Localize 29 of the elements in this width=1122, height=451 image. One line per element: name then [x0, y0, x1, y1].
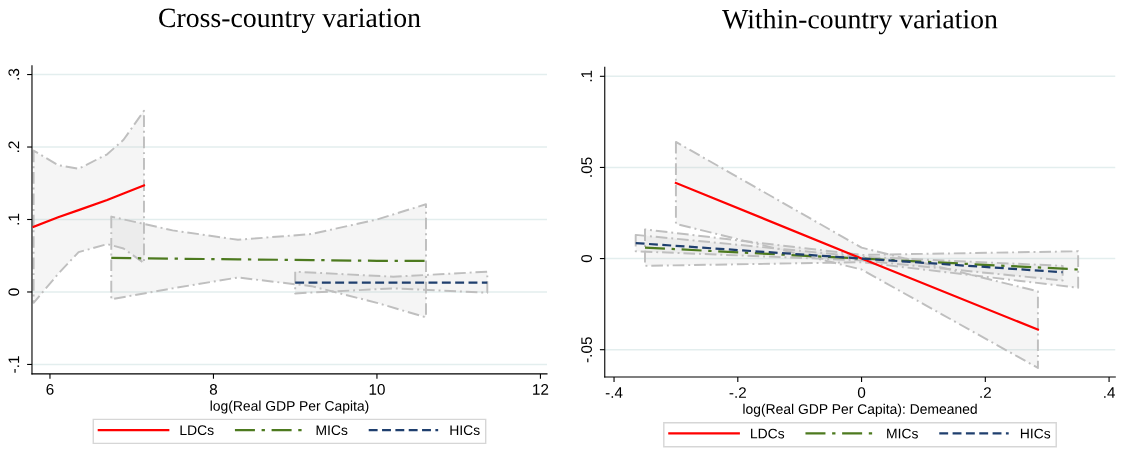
- x-tick-label: .4: [1104, 387, 1115, 398]
- x-tick-label: 10: [369, 384, 385, 395]
- y-tick-label: .3: [8, 68, 20, 80]
- x-tick-label: 6: [46, 384, 54, 395]
- chart-title: Within-country variation: [722, 9, 998, 35]
- chart-title: Cross-country variation: [159, 8, 421, 33]
- legend-label: LDCs: [751, 428, 785, 439]
- x-axis-title: log(Real GDP Per Capita): Demeaned: [743, 403, 977, 417]
- x-tick-label: .2: [980, 387, 991, 398]
- y-tick-label: -.05: [581, 337, 593, 363]
- legend-label: HICs: [450, 425, 480, 436]
- x-tick-label: -.4: [605, 387, 623, 398]
- x-axis-title: log(Real GDP Per Capita): [210, 400, 369, 414]
- y-tick-label: .05: [581, 157, 593, 177]
- y-tick-label: .1: [8, 213, 20, 225]
- legend-label: MICs: [316, 425, 348, 436]
- y-tick-label: .1: [581, 70, 592, 82]
- x-tick-label: -.2: [729, 387, 746, 398]
- legend-label: LDCs: [180, 425, 214, 436]
- legend-label: MICs: [887, 428, 918, 439]
- x-tick-label: 0: [857, 387, 866, 398]
- x-tick-label: 12: [533, 384, 549, 395]
- y-tick-label: .2: [8, 141, 20, 152]
- legend-label: HICs: [1020, 428, 1051, 439]
- y-tick-label: 0: [8, 288, 20, 296]
- y-tick-label: 0: [581, 254, 593, 263]
- y-tick-label: -.1: [8, 356, 20, 373]
- line-series: [32, 184, 146, 228]
- x-tick-label: 8: [209, 384, 218, 395]
